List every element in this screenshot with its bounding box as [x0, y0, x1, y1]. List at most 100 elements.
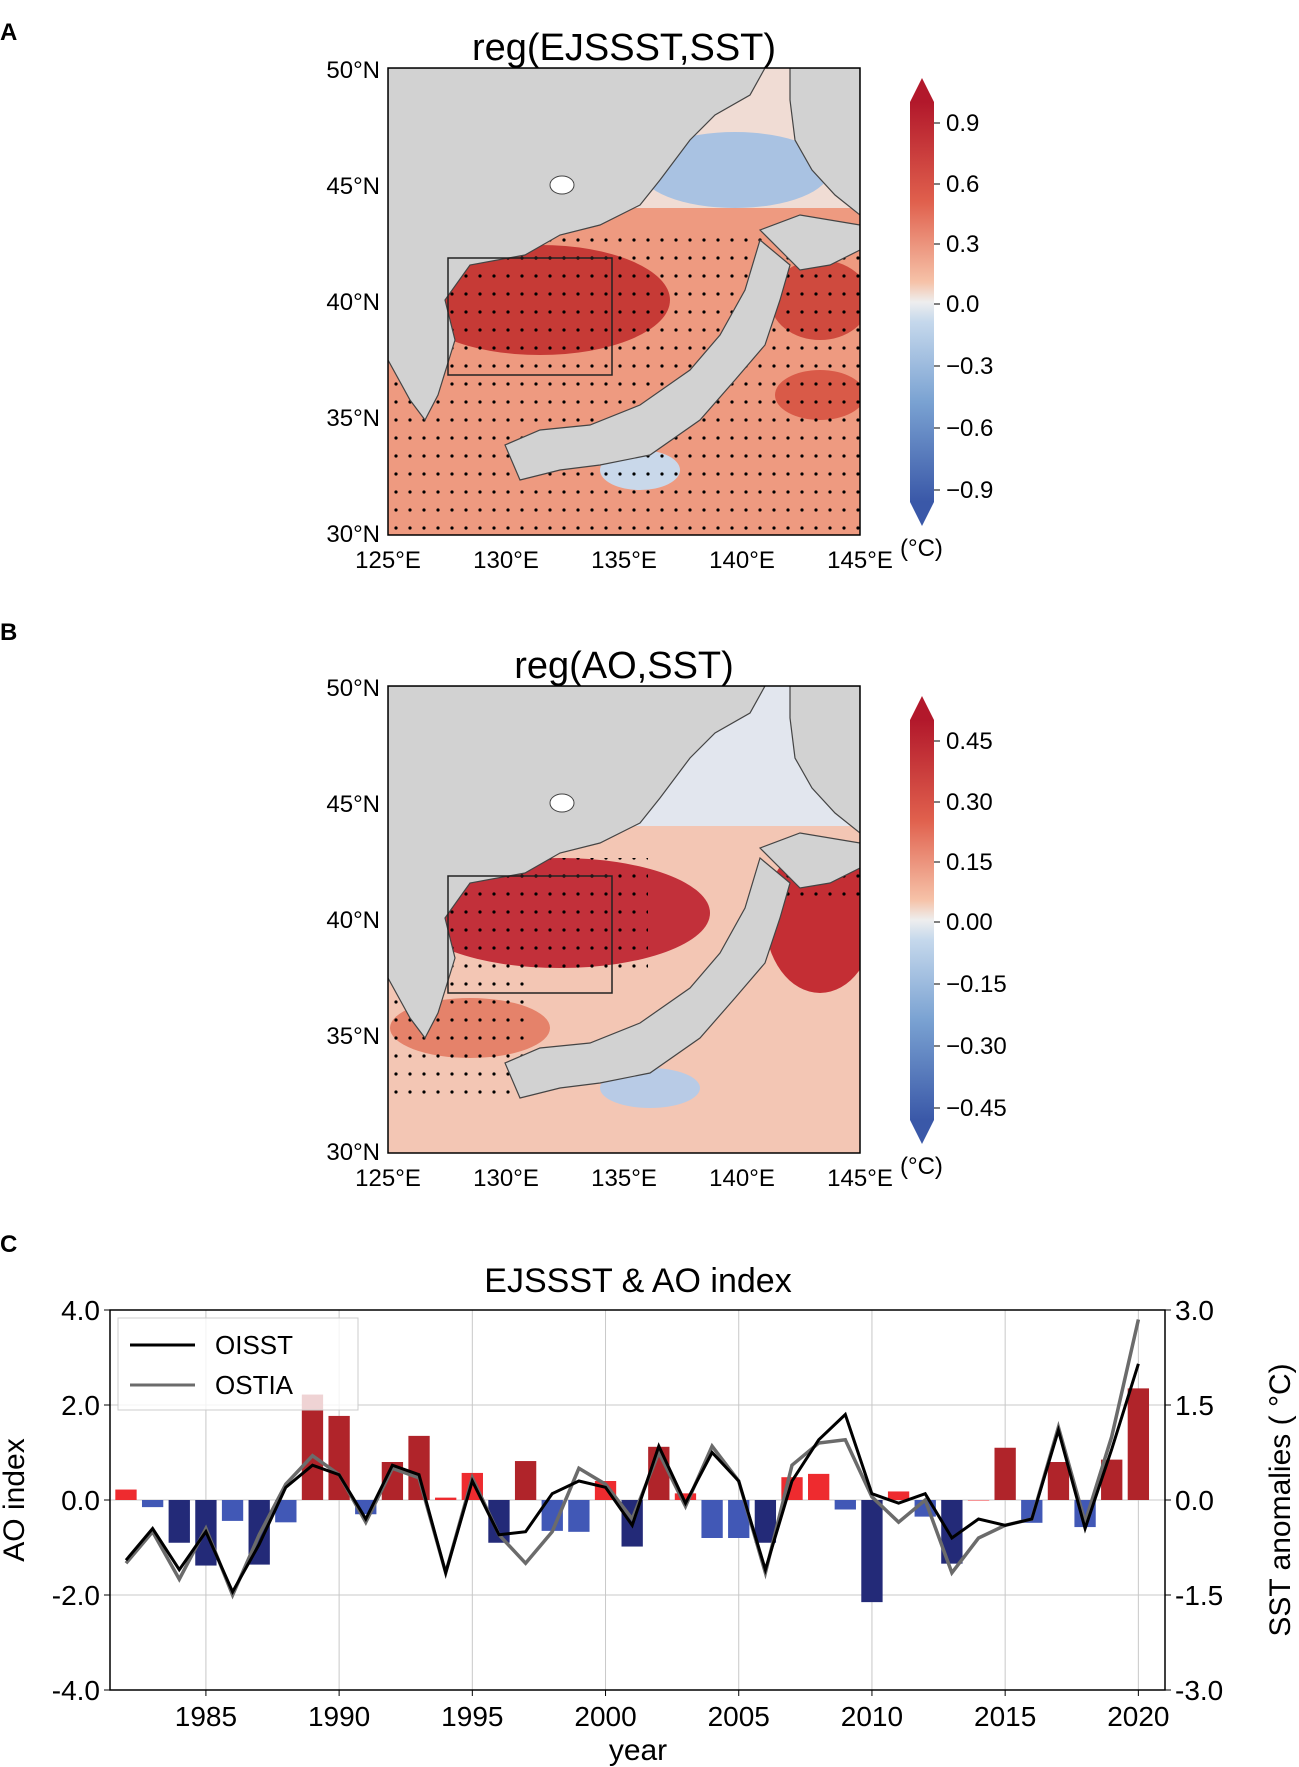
lat-label: 50°N	[326, 675, 380, 702]
chart-ticks: 1985 1990 1995 2000 2005 2010 2015 2020 4.0 2.0 0.…	[52, 1295, 1224, 1732]
colorbar-a-bottom-arrow	[910, 502, 934, 526]
colorbar-tick: −0.3	[946, 353, 993, 380]
colorbar-a: 0.9 0.6 0.3 0.0 −0.3 −0.6 −0.9 (°C)	[900, 78, 993, 562]
ao-bar	[674, 1493, 697, 1500]
y-tick-label-left: -2.0	[52, 1580, 100, 1611]
map-b-japan	[504, 856, 791, 1099]
ao-bar	[488, 1500, 510, 1543]
chart-bars	[115, 1388, 1150, 1603]
lon-label: 130°E	[473, 1165, 539, 1192]
ao-bar	[1047, 1462, 1070, 1500]
lat-label: 30°N	[326, 1139, 380, 1166]
lon-label: 130°E	[473, 547, 539, 574]
colorbar-b: 0.45 0.30 0.15 0.00 −0.15 −0.30 −0.45 (°…	[900, 696, 1007, 1180]
lon-label: 145°E	[827, 547, 893, 574]
panel-b-title: reg(AO,SST)	[514, 645, 734, 687]
ao-bar	[301, 1394, 324, 1500]
colorbar-tick: 0.3	[946, 231, 979, 258]
ao-bar	[141, 1500, 164, 1508]
colorbar-tick: 0.00	[946, 909, 993, 936]
map-a-box	[447, 257, 613, 376]
ao-bar	[728, 1500, 750, 1538]
ao-bar	[701, 1500, 723, 1538]
map-a-lake	[549, 175, 575, 195]
lat-label: 45°N	[326, 791, 380, 818]
colorbar-tick: −0.45	[946, 1095, 1007, 1122]
panel-b-letter: B	[0, 619, 17, 646]
lat-label: 35°N	[326, 1023, 380, 1050]
oisst-line	[124, 1363, 1140, 1596]
panel-a-title: reg(EJSSST,SST)	[472, 27, 776, 69]
ao-bar	[115, 1489, 137, 1500]
x-tick-label: 1995	[441, 1701, 503, 1732]
colorbar-tick: 0.0	[946, 291, 979, 318]
panel-b: B reg(AO,SST) 50°N 45°N 40°N 35°N 30°N 1…	[0, 619, 1007, 1192]
y-tick-label-right: -1.5	[1175, 1580, 1223, 1611]
ao-bar	[834, 1500, 856, 1510]
ao-bar	[994, 1447, 1016, 1500]
legend-frame	[117, 1317, 359, 1411]
y-tick-label-right: 3.0	[1175, 1295, 1214, 1326]
ao-bar	[221, 1500, 244, 1521]
colorbar-a-bar	[910, 102, 934, 502]
ao-bar	[435, 1497, 457, 1500]
colorbar-a-top-arrow	[910, 78, 934, 102]
map-b-box	[447, 875, 613, 994]
ao-bar	[941, 1500, 963, 1564]
x-tick-label: 2010	[841, 1701, 903, 1732]
colorbar-b-top-arrow	[910, 696, 934, 720]
map-b-hokkaido	[758, 832, 860, 889]
panel-c-letter: C	[0, 1231, 17, 1258]
ao-bar	[408, 1435, 430, 1500]
lat-label: 50°N	[326, 57, 380, 84]
map-b-sakhalin	[789, 686, 860, 834]
y-tick-label-left: 0.0	[61, 1485, 100, 1516]
y-tick-label-right: 0.0	[1175, 1485, 1214, 1516]
legend: OISST OSTIA	[117, 1317, 359, 1411]
map-a-frame	[387, 67, 861, 536]
colorbar-tick: 0.30	[946, 789, 993, 816]
lat-label: 40°N	[326, 289, 380, 316]
colorbar-b-bar	[910, 720, 934, 1120]
lon-label: 145°E	[827, 1165, 893, 1192]
lon-label: 125°E	[355, 547, 421, 574]
y-tick-label-left: -4.0	[52, 1675, 100, 1706]
colorbar-unit: (°C)	[900, 1153, 943, 1180]
map-a-neg-anomaly	[640, 132, 830, 208]
lat-label: 30°N	[326, 521, 380, 548]
map-a-land	[388, 68, 766, 422]
chart-lines	[124, 1319, 1141, 1600]
colorbar-tick: −0.30	[946, 1033, 1007, 1060]
colorbar-tick: 0.15	[946, 849, 993, 876]
map-a	[388, 68, 860, 535]
colorbar-tick: −0.9	[946, 477, 993, 504]
map-b-land	[388, 686, 766, 1040]
colorbar-tick: 0.6	[946, 171, 979, 198]
lat-label: 35°N	[326, 405, 380, 432]
ao-bar	[1127, 1388, 1150, 1500]
x-tick-label: 1985	[175, 1701, 237, 1732]
panel-a: A reg(EJSSST,SST) 50°N 45°N 40°N 35°N 30…	[0, 19, 993, 574]
ao-bar	[514, 1461, 537, 1500]
y-tick-label-left: 4.0	[61, 1295, 100, 1326]
lon-label: 140°E	[709, 547, 775, 574]
x-tick-label: 2020	[1107, 1701, 1169, 1732]
ao-bar	[275, 1500, 297, 1523]
x-tick-label: 2000	[574, 1701, 636, 1732]
ao-bar	[967, 1500, 990, 1501]
panel-c: C EJSSST & AO index 1985 1990 1995 2000 2005…	[0, 1231, 1297, 1767]
ao-bar	[328, 1415, 350, 1500]
map-a-hokkaido	[758, 214, 860, 271]
panel-a-letter: A	[0, 19, 17, 46]
chart-title: EJSSST & AO index	[484, 1262, 791, 1300]
lon-label: 135°E	[591, 1165, 657, 1192]
map-b-lake	[549, 793, 575, 813]
ao-bar	[861, 1500, 883, 1603]
ao-bar	[168, 1500, 190, 1543]
colorbar-unit: (°C)	[900, 535, 943, 562]
map-a-japan	[504, 238, 791, 481]
colorbar-tick: 0.45	[946, 728, 993, 755]
lon-label: 135°E	[591, 547, 657, 574]
lon-label: 125°E	[355, 1165, 421, 1192]
x-tick-label: 2005	[708, 1701, 770, 1732]
